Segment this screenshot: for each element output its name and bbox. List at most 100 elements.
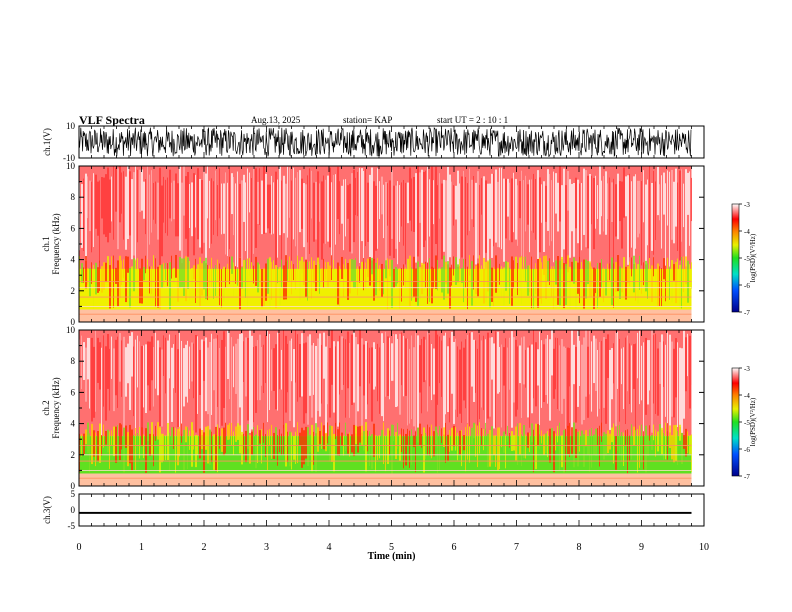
ch2-lowband-column	[405, 433, 407, 466]
ch1-lowband-column	[475, 265, 477, 295]
ch1-texture-column	[95, 174, 97, 229]
ch2-lowband-column	[639, 425, 640, 468]
ch2-lowband-column	[583, 434, 585, 467]
ch1-texture-column	[587, 175, 589, 249]
ch2-texture-column	[339, 335, 340, 395]
ch1-lowband-column	[559, 260, 561, 306]
ch2-texture-column	[443, 335, 445, 435]
ch1-lowband-column	[469, 255, 470, 276]
ch1-lowband-column	[653, 257, 654, 277]
ch1-lowband-column	[455, 257, 457, 285]
ch2-lowband-column	[609, 433, 611, 450]
ch2-lowband-column	[691, 434, 692, 472]
ch1-texture-column	[585, 170, 587, 248]
ch1-ylabel-freq: Frequency (kHz)	[51, 213, 61, 274]
ch1-texture-column	[535, 179, 536, 240]
ch1-texture-column	[211, 178, 212, 244]
ch1-texture-column	[531, 179, 532, 231]
ch1-texture-column	[423, 171, 425, 248]
ch2-texture-column	[275, 344, 277, 410]
ch2-lowband-column	[207, 425, 209, 464]
ch1-lowband-column	[419, 266, 421, 300]
ch2-texture-column	[661, 334, 663, 430]
ch1-lowband-column	[243, 260, 245, 292]
ch2-lowband-column	[171, 427, 173, 444]
ch1-lowband-column	[213, 267, 214, 299]
ch1-texture-column	[181, 182, 183, 264]
ch2-lowband-column	[129, 424, 131, 464]
ch2-lowband-column	[579, 430, 580, 452]
ch2-lowband-column	[197, 435, 198, 455]
ch2-lowband-column	[471, 427, 473, 445]
ch1-lowband-column	[111, 256, 112, 292]
ch2-texture-column	[119, 333, 121, 382]
ch1-texture-column	[233, 176, 234, 236]
ch1-lowband-column	[263, 268, 265, 306]
ch2-texture-column	[659, 342, 661, 384]
ch1-texture-column	[517, 185, 518, 246]
ch2-texture-column	[331, 330, 333, 385]
ch1-texture-column	[191, 182, 193, 237]
ch1-lowband-column	[215, 265, 216, 296]
ch2-lowband-column	[275, 427, 277, 445]
ch1-texture-column	[615, 184, 617, 237]
ch2-lowband-column	[191, 422, 193, 467]
ch1-texture-column	[343, 179, 344, 251]
ch2-texture-column	[107, 333, 109, 389]
ch1-lowband-column	[513, 260, 514, 289]
ch2-lowband-column	[179, 426, 180, 457]
ch2-texture-column	[615, 332, 617, 427]
ch2-lowband-column	[85, 429, 87, 445]
ch2-texture-column	[175, 334, 176, 393]
ch1-lowband-column	[387, 258, 388, 310]
ch2-lowband-column	[383, 422, 384, 465]
ch1-texture-column	[553, 171, 554, 263]
ch2-texture-column	[471, 332, 473, 387]
ch1-texture-column	[81, 184, 83, 248]
ch1-lowband-column	[223, 266, 225, 302]
ch1-lowband-column	[447, 261, 449, 294]
ch2-lowband-column	[333, 434, 335, 472]
xtick-label: 8	[577, 542, 582, 553]
ch2-lowband-column	[521, 434, 522, 467]
ch2-texture-column	[223, 331, 225, 408]
ch1-texture-column	[567, 171, 569, 211]
ch2-texture-column	[681, 348, 683, 433]
ch1-lowband-column	[385, 260, 387, 279]
ch1-lowband-column	[523, 256, 524, 278]
ch2-lowband-column	[299, 432, 301, 446]
ch1-lowband-column	[451, 264, 452, 286]
ch1-texture-column	[471, 179, 473, 220]
ch1-lowband-column	[339, 265, 340, 307]
ch2-lowband-column	[285, 423, 287, 467]
ch2-texture-column	[363, 344, 365, 396]
ch1-texture-column	[149, 174, 150, 245]
ch2-texture-column	[631, 345, 632, 413]
ch2-texture-column	[613, 343, 614, 384]
ch2-texture-column	[643, 342, 644, 436]
ch1-texture-column	[629, 173, 630, 258]
ch2-texture-column	[539, 331, 540, 435]
ch2-lowband-column	[349, 432, 350, 457]
ch1-lowband-column	[229, 256, 230, 285]
ch2-ytick-label: 0	[71, 481, 76, 491]
ch2-texture-column	[545, 338, 547, 396]
ch2-texture-column	[151, 336, 153, 381]
ch2-lowband-column	[161, 433, 163, 463]
ch1-lowband-column	[521, 255, 522, 305]
ch2-texture-column	[667, 332, 668, 432]
ch2-texture-column	[337, 341, 339, 427]
ch2-texture-column	[535, 342, 537, 407]
ch2-texture-column	[403, 335, 404, 397]
ch1-texture-column	[125, 176, 127, 250]
ch1-lowband-column	[87, 268, 88, 285]
ch2-texture-column	[585, 330, 587, 397]
ch2-texture-column	[215, 338, 217, 436]
ch2-lowband-column	[235, 426, 237, 442]
ch2-texture-column	[543, 344, 545, 403]
ch2-lowband-column	[371, 434, 373, 469]
ch2-texture-column	[555, 337, 556, 390]
ch2-texture-column	[87, 337, 89, 380]
ch2-lowband-column	[277, 435, 278, 466]
ch2-lowband-column	[373, 423, 375, 457]
